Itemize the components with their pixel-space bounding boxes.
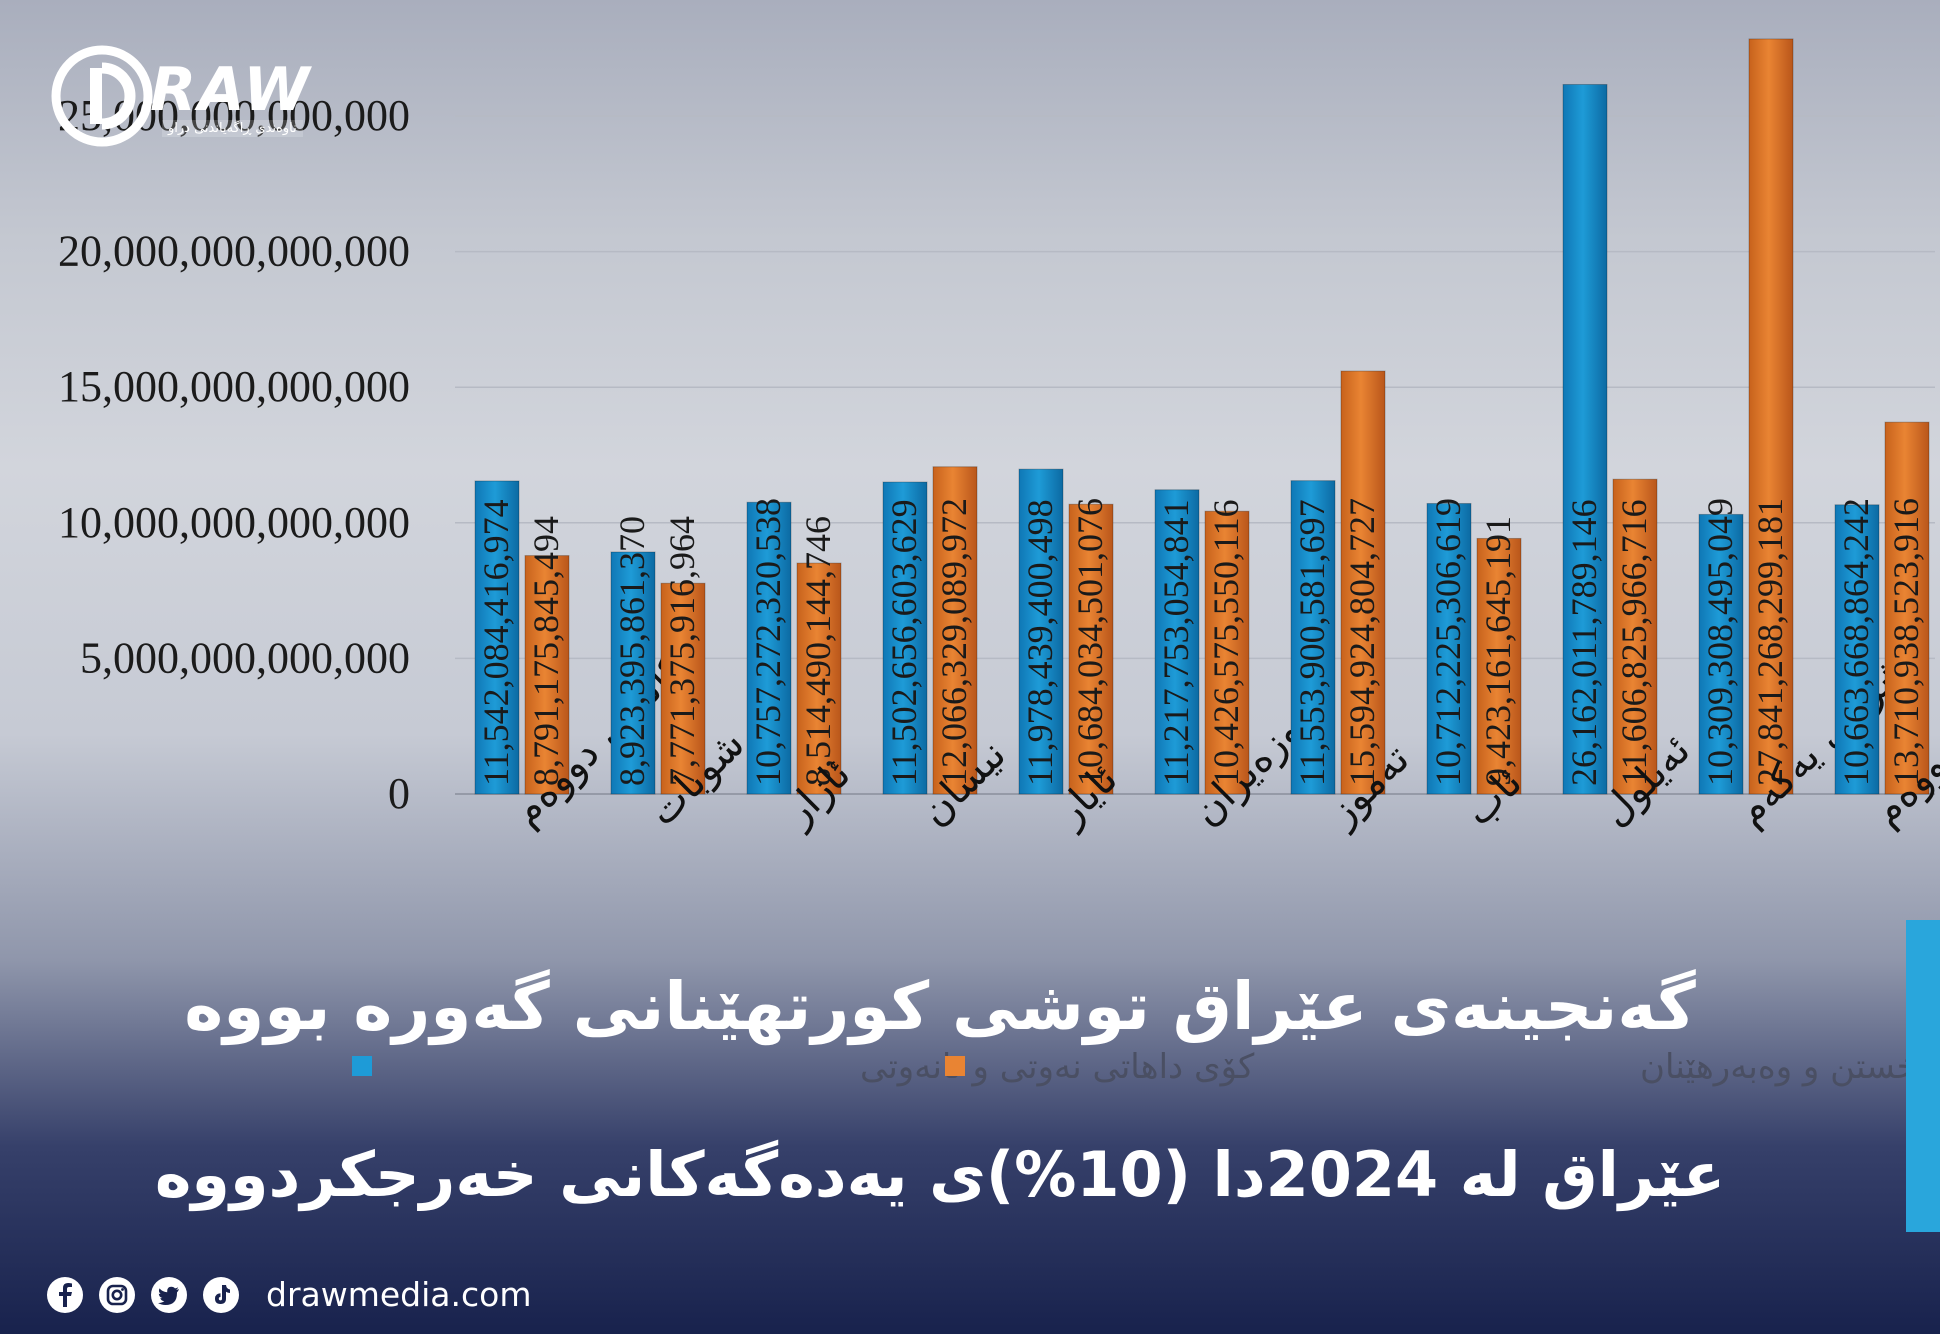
data-label: 7,771,375,916,964 xyxy=(662,516,702,786)
expense-bar xyxy=(524,555,570,795)
data-label: 11,606,825,966,716 xyxy=(1614,499,1654,786)
data-label: 10,426,575,550,116 xyxy=(1206,499,1246,786)
expense-bar xyxy=(1068,503,1114,795)
logo-tagline: ناوەندی ڕاگەیاندنی دراو xyxy=(162,120,303,137)
data-label: 9,423,161,645,191 xyxy=(1478,516,1518,786)
data-label: 10,663,668,864,242 xyxy=(1836,498,1876,786)
expense-bar xyxy=(660,582,706,795)
y-tick-label: 5,000,000,000,000 xyxy=(80,633,410,682)
data-label: 13,710,938,523,916 xyxy=(1886,498,1926,786)
revenue-bar xyxy=(1018,468,1064,795)
revenue-bar xyxy=(610,551,656,795)
data-label: 8,514,490,144,746 xyxy=(798,516,838,786)
y-tick-label: 10,000,000,000,000 xyxy=(58,498,410,547)
y-tick-label: 15,000,000,000,000 xyxy=(58,362,410,411)
instagram-icon[interactable] xyxy=(98,1276,136,1314)
footer: drawmedia.com xyxy=(46,1275,531,1314)
expense-bar xyxy=(1884,421,1930,795)
revenue-bar xyxy=(1562,83,1608,795)
revenue-bar xyxy=(1698,513,1744,795)
revenue-bar xyxy=(1290,480,1336,795)
revenue-bar xyxy=(1426,502,1472,795)
facebook-icon[interactable] xyxy=(46,1276,84,1314)
revenue-bar xyxy=(474,480,520,795)
expense-bar xyxy=(1748,38,1794,795)
data-label: 10,712,225,306,619 xyxy=(1428,498,1468,786)
expense-bar xyxy=(932,466,978,795)
legend-swatch-expense xyxy=(945,1056,965,1076)
expense-bar xyxy=(1340,370,1386,795)
data-label: 8,791,175,845,494 xyxy=(526,516,566,786)
data-label: 11,217,753,054,841 xyxy=(1156,499,1196,786)
data-label: 11,502,656,603,629 xyxy=(884,499,924,786)
twitter-icon[interactable] xyxy=(150,1276,188,1314)
data-label: 8,923,395,861,370 xyxy=(612,516,652,786)
expense-bar xyxy=(1476,537,1522,795)
website-link[interactable]: drawmedia.com xyxy=(266,1275,532,1314)
headline: گەنجینەی عێراق توشی کورتهێنانی گەورە بوو… xyxy=(184,968,1696,1045)
data-label: 11,542,084,416,974 xyxy=(476,499,516,786)
expense-bar xyxy=(796,562,842,795)
expense-bar xyxy=(1204,510,1250,795)
revenue-bar xyxy=(1834,504,1880,795)
accent-bar xyxy=(1906,920,1940,1232)
data-label: 27,841,268,299,181 xyxy=(1750,498,1790,786)
data-label: 10,757,272,320,538 xyxy=(748,498,788,786)
data-label: 11,553,900,581,697 xyxy=(1292,499,1332,786)
y-tick-label: 20,000,000,000,000 xyxy=(58,227,410,276)
revenue-bar xyxy=(882,481,928,795)
data-label: 10,684,034,501,076 xyxy=(1070,498,1110,786)
subheadline: عێراق لە 2024دا (10%)ی یەدەگەکانی خەرجکر… xyxy=(154,1138,1726,1211)
legend-swatch-revenue xyxy=(352,1056,372,1076)
data-label: 10,309,308,495,049 xyxy=(1700,498,1740,786)
data-label: 11,978,439,400,498 xyxy=(1020,499,1060,786)
revenue-bar xyxy=(1154,489,1200,795)
draw-logo: RAW ناوەندی ڕاگەیاندنی دراو xyxy=(50,40,350,160)
tiktok-icon[interactable] xyxy=(202,1276,240,1314)
y-tick-label: 0 xyxy=(388,769,410,818)
revenue-bar xyxy=(746,501,792,795)
logo-mark-icon xyxy=(51,45,153,147)
data-label: 15,594,924,804,727 xyxy=(1342,498,1382,786)
legend-label-revenue: کۆی داهاتی نەوتی و نانەوتی xyxy=(860,1047,1255,1087)
logo-wordmark: RAW xyxy=(150,55,312,125)
expense-bar xyxy=(1612,478,1658,795)
data-label: 26,162,011,789,146 xyxy=(1564,499,1604,786)
data-label: 12,066,329,089,972 xyxy=(934,498,974,786)
legend-label-expense: کۆی خەرجی بەکارخستن و وەبەرهێنان xyxy=(1640,1047,1940,1087)
